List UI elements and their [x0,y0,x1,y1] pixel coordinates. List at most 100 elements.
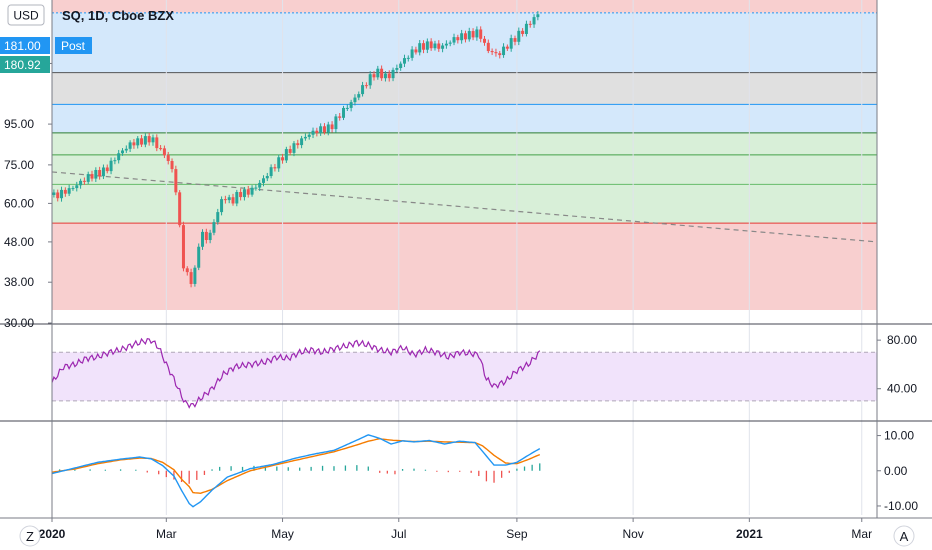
candle[interactable] [143,136,147,145]
candle[interactable] [505,46,509,49]
candle[interactable] [117,153,121,161]
candle[interactable] [269,167,273,177]
candle[interactable] [162,148,166,156]
candle[interactable] [284,149,288,161]
candle[interactable] [433,43,437,49]
candle[interactable] [265,176,269,179]
candle[interactable] [90,174,94,179]
candle[interactable] [376,68,380,78]
candle[interactable] [345,107,349,109]
candle[interactable] [536,14,540,18]
currency-badge[interactable]: USD [7,4,45,26]
candle[interactable] [296,143,300,146]
candle[interactable] [528,23,532,25]
candle[interactable] [273,167,277,169]
candle[interactable] [281,157,285,161]
candle[interactable] [220,199,224,213]
candle[interactable] [494,52,498,54]
candle[interactable] [151,137,155,143]
candle[interactable] [460,33,464,41]
candle[interactable] [391,69,395,79]
candle[interactable] [452,37,456,43]
candle[interactable] [307,134,311,137]
candle[interactable] [82,180,86,182]
candle[interactable] [147,136,151,143]
macd-line[interactable] [51,434,541,508]
candle[interactable] [52,192,56,195]
candle[interactable] [361,85,365,95]
candle[interactable] [502,46,506,56]
candle[interactable] [239,192,243,198]
candle[interactable] [490,51,494,53]
log-scale-button[interactable]: Z [19,525,41,547]
candle[interactable] [105,167,109,172]
candle[interactable] [189,272,193,284]
candle[interactable] [383,73,387,79]
candle[interactable] [513,38,517,42]
candle[interactable] [227,197,231,201]
candle[interactable] [414,49,418,53]
candle[interactable] [303,136,307,139]
candle[interactable] [86,174,90,182]
candle[interactable] [395,68,399,70]
candle[interactable] [109,160,113,172]
auto-scale-button[interactable]: A [893,525,915,547]
candle[interactable] [197,246,201,268]
rsi-line[interactable] [51,337,541,409]
candle[interactable] [486,42,490,52]
macd-pane[interactable] [51,434,541,508]
candle[interactable] [326,124,330,133]
candle[interactable] [242,189,246,198]
candle[interactable] [467,31,471,40]
candle[interactable] [174,169,178,193]
candle[interactable] [399,63,403,69]
rsi-pane[interactable] [51,337,877,409]
candle[interactable] [425,41,429,50]
candle[interactable] [128,142,132,149]
candle[interactable] [98,169,102,177]
candle[interactable] [120,150,124,154]
candle[interactable] [124,148,128,151]
candle[interactable] [223,199,227,201]
candle[interactable] [471,31,475,38]
candle[interactable] [288,149,292,153]
candle[interactable] [444,43,448,46]
candle[interactable] [532,17,536,25]
candle[interactable] [246,189,250,195]
candle[interactable] [181,225,185,269]
candle[interactable] [338,116,342,118]
candle[interactable] [483,38,487,43]
candle[interactable] [166,155,170,162]
candle[interactable] [475,29,479,38]
candle[interactable] [422,43,426,50]
candle[interactable] [479,29,483,39]
candle[interactable] [235,192,239,204]
candle[interactable] [75,185,79,189]
candle[interactable] [101,167,105,177]
candle[interactable] [509,38,513,49]
candle[interactable] [67,188,71,194]
candle[interactable] [193,267,197,284]
candle[interactable] [349,102,353,108]
candle[interactable] [254,187,258,189]
candle[interactable] [250,187,254,195]
candle[interactable] [448,42,452,44]
candle[interactable] [368,74,372,86]
candle[interactable] [292,143,296,153]
candle[interactable] [334,116,338,130]
candle[interactable] [357,94,361,98]
candle[interactable] [517,30,521,42]
signal-line[interactable] [51,437,541,495]
candle[interactable] [155,137,159,149]
candle[interactable] [463,33,467,40]
candle[interactable] [204,231,208,241]
candle[interactable] [410,49,414,58]
candle[interactable] [406,57,410,59]
candle[interactable] [178,192,182,226]
candle[interactable] [231,197,235,204]
candle[interactable] [524,23,528,34]
candle[interactable] [330,124,334,130]
candle[interactable] [113,160,117,162]
candle[interactable] [353,97,357,103]
candle[interactable] [71,188,75,190]
